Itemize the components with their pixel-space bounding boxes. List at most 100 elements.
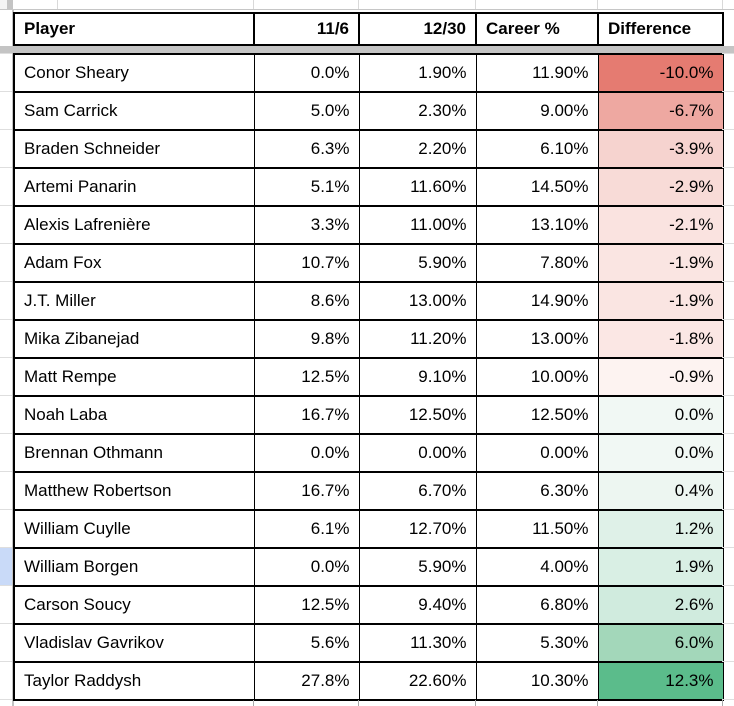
cell-diff[interactable]: -1.9%	[597, 281, 724, 321]
cell-diff[interactable]: 0.0%	[597, 433, 724, 473]
cell-d2[interactable]: 22.60%	[358, 661, 477, 701]
cell-player[interactable]: William Cuylle	[13, 509, 255, 549]
cell-career[interactable]: 6.80%	[475, 585, 599, 625]
cell-player[interactable]: Artemi Panarin	[13, 167, 255, 207]
header-cell-d1[interactable]: 11/6	[253, 12, 360, 46]
cell-diff[interactable]: 1.2%	[597, 509, 724, 549]
cell-d1[interactable]: 3.3%	[253, 205, 360, 245]
cell-d2[interactable]: 5.90%	[358, 243, 477, 283]
cell-player[interactable]: William Borgen	[13, 547, 255, 587]
cell-player[interactable]: Brennan Othmann	[13, 433, 255, 473]
cell-career[interactable]: 11.90%	[475, 53, 599, 93]
cell-career[interactable]: 10.30%	[475, 661, 599, 701]
gridline-tick	[722, 319, 734, 320]
cell-d2[interactable]: 6.70%	[358, 471, 477, 511]
cell-career[interactable]: 13.00%	[475, 319, 599, 359]
cell-player[interactable]: Conor Sheary	[13, 53, 255, 93]
cell-diff[interactable]: -6.7%	[597, 91, 724, 131]
cell-career[interactable]: 7.80%	[475, 243, 599, 283]
cell-career[interactable]: 6.30%	[475, 471, 599, 511]
cell-career[interactable]: 4.00%	[475, 547, 599, 587]
cell-d1[interactable]: 8.6%	[253, 281, 360, 321]
cell-career[interactable]: 6.10%	[475, 129, 599, 169]
sheet-right-margin	[722, 10, 734, 706]
cell-d2[interactable]: 11.60%	[358, 167, 477, 207]
cell-player[interactable]: Matt Rempe	[13, 357, 255, 397]
cell-diff[interactable]: -3.9%	[597, 129, 724, 169]
cell-d2[interactable]: 11.30%	[358, 623, 477, 663]
cell-d2[interactable]: 5.90%	[358, 547, 477, 587]
cell-d1[interactable]: 0.0%	[253, 433, 360, 473]
cell-diff[interactable]: 2.6%	[597, 585, 724, 625]
cell-career[interactable]: 9.00%	[475, 91, 599, 131]
cell-d1[interactable]: 27.8%	[253, 661, 360, 701]
cell-d2[interactable]: 1.90%	[358, 53, 477, 93]
cell-d2[interactable]: 9.10%	[358, 357, 477, 397]
cell-career[interactable]: 13.10%	[475, 205, 599, 245]
cell-d2[interactable]: 12.70%	[358, 509, 477, 549]
cell-d1[interactable]: 5.1%	[253, 167, 360, 207]
cell-d1[interactable]: 0.0%	[253, 53, 360, 93]
cell-d2[interactable]: 13.00%	[358, 281, 477, 321]
header-cell-career[interactable]: Career %	[475, 12, 599, 46]
header-cell-player[interactable]: Player	[13, 12, 255, 46]
cell-player[interactable]: Braden Schneider	[13, 129, 255, 169]
cell-d1[interactable]: 9.8%	[253, 319, 360, 359]
cell-d2[interactable]: 12.50%	[358, 395, 477, 435]
cell-d2[interactable]: 2.20%	[358, 129, 477, 169]
cell-player[interactable]: J.T. Miller	[13, 281, 255, 321]
table-row: Noah Laba 16.7% 12.50% 12.50% 0.0%	[13, 395, 724, 435]
cell-career[interactable]: 0.00%	[475, 433, 599, 473]
gridline-tick	[0, 357, 12, 358]
header-cell-d2[interactable]: 12/30	[358, 12, 477, 46]
cell-diff[interactable]: -2.1%	[597, 205, 724, 245]
cell-diff[interactable]: -0.9%	[597, 357, 724, 397]
cell-diff[interactable]: 1.9%	[597, 547, 724, 587]
cell-d1[interactable]: 16.7%	[253, 395, 360, 435]
cell-d1[interactable]: 16.7%	[253, 471, 360, 511]
cell-career[interactable]: 5.30%	[475, 623, 599, 663]
cell-diff[interactable]: -1.8%	[597, 319, 724, 359]
cell-d2[interactable]: 0.00%	[358, 433, 477, 473]
cell-d1[interactable]: 5.0%	[253, 91, 360, 131]
cell-player[interactable]: Adam Fox	[13, 243, 255, 283]
header-cell-diff[interactable]: Difference	[597, 12, 724, 46]
cell-player[interactable]: Matthew Robertson	[13, 471, 255, 511]
cell-player[interactable]: Taylor Raddysh	[13, 661, 255, 701]
cell-diff[interactable]: 0.4%	[597, 471, 724, 511]
cell-d2[interactable]: 2.30%	[358, 91, 477, 131]
cell-d1[interactable]: 6.1%	[253, 509, 360, 549]
cell-diff[interactable]: -10.0%	[597, 53, 724, 93]
cell-career[interactable]: 11.50%	[475, 509, 599, 549]
cell-diff[interactable]: 12.3%	[597, 661, 724, 701]
cell-diff[interactable]: 6.0%	[597, 623, 724, 663]
cell-d1[interactable]: 6.3%	[253, 129, 360, 169]
cell-d1[interactable]: 12.5%	[253, 585, 360, 625]
cell-player[interactable]: Alexis Lafrenière	[13, 205, 255, 245]
cell-diff[interactable]: 0.0%	[597, 395, 724, 435]
cell-career[interactable]: 10.00%	[475, 357, 599, 397]
cell-d1[interactable]: 12.5%	[253, 357, 360, 397]
stats-table-header: Player 11/6 12/30 Career % Difference	[13, 12, 724, 46]
cell-player[interactable]: Carson Soucy	[13, 585, 255, 625]
cell-diff[interactable]: -2.9%	[597, 167, 724, 207]
cell-player[interactable]: Sam Carrick	[13, 91, 255, 131]
top-left-corner-dark	[7, 0, 13, 9]
table-row: J.T. Miller 8.6% 13.00% 14.90% -1.9%	[13, 281, 724, 321]
cell-d2[interactable]: 9.40%	[358, 585, 477, 625]
cell-career[interactable]: 14.90%	[475, 281, 599, 321]
gridline-tick	[358, 0, 359, 9]
cell-career[interactable]: 14.50%	[475, 167, 599, 207]
cell-d1[interactable]: 0.0%	[253, 547, 360, 587]
cell-career[interactable]: 12.50%	[475, 395, 599, 435]
cell-player[interactable]: Noah Laba	[13, 395, 255, 435]
cell-d2[interactable]: 11.20%	[358, 319, 477, 359]
cell-d1[interactable]: 5.6%	[253, 623, 360, 663]
cell-diff[interactable]: -1.9%	[597, 243, 724, 283]
cell-player[interactable]: Vladislav Gavrikov	[13, 623, 255, 663]
cell-player[interactable]: Mika Zibanejad	[13, 319, 255, 359]
cell-d2[interactable]: 11.00%	[358, 205, 477, 245]
frozen-row-divider[interactable]	[0, 46, 734, 53]
gridline-tick	[0, 53, 12, 54]
cell-d1[interactable]: 10.7%	[253, 243, 360, 283]
